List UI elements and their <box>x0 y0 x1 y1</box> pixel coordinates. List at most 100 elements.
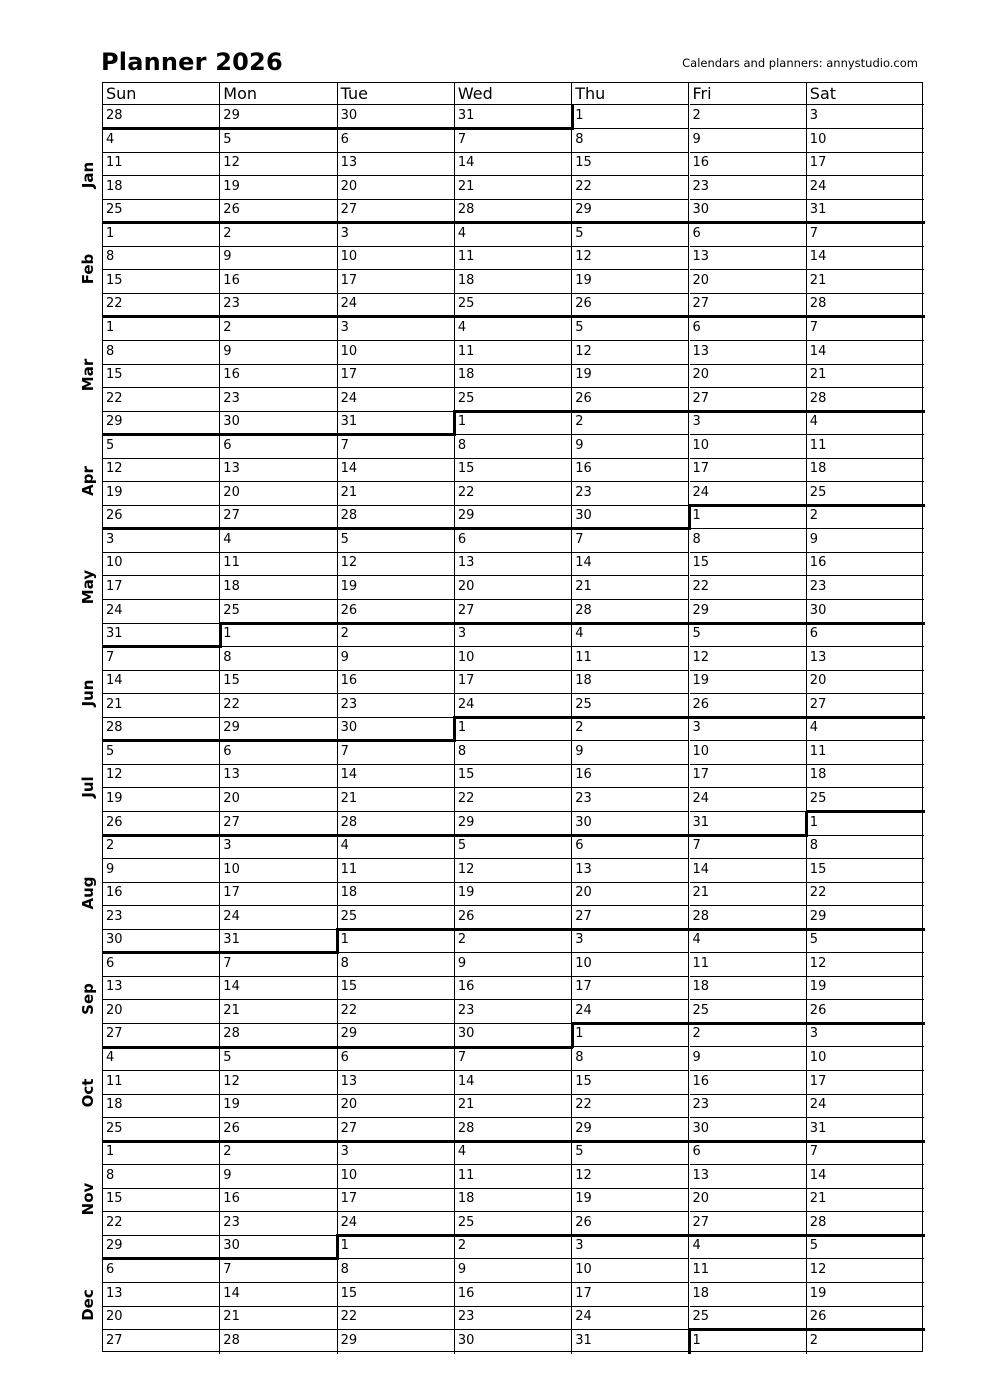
date-cell[interactable]: 26 <box>806 1306 925 1331</box>
date-cell[interactable]: 12 <box>689 646 807 671</box>
date-cell[interactable]: 23 <box>689 175 807 200</box>
date-cell[interactable]: 10 <box>337 1164 455 1189</box>
date-cell[interactable]: 18 <box>220 576 338 601</box>
date-cell[interactable]: 17 <box>103 576 221 601</box>
date-cell[interactable]: 9 <box>337 646 455 671</box>
date-cell[interactable]: 18 <box>806 458 925 483</box>
date-cell[interactable]: 20 <box>220 481 338 506</box>
date-cell[interactable]: 30 <box>337 105 455 130</box>
date-cell[interactable]: 2 <box>337 623 455 648</box>
date-cell[interactable]: 10 <box>572 1258 690 1283</box>
date-cell[interactable]: 29 <box>338 1329 455 1354</box>
date-cell[interactable]: 2 <box>572 411 690 436</box>
date-cell[interactable]: 9 <box>220 246 338 271</box>
date-cell[interactable]: 12 <box>220 152 338 177</box>
date-cell[interactable]: 15 <box>337 1282 455 1307</box>
date-cell[interactable]: 27 <box>220 505 338 530</box>
date-cell[interactable]: 28 <box>103 717 221 742</box>
date-cell[interactable]: 28 <box>454 199 573 224</box>
date-cell[interactable]: 4 <box>454 222 573 247</box>
date-cell[interactable]: 16 <box>454 976 573 1001</box>
date-cell[interactable]: 17 <box>454 670 573 695</box>
date-cell[interactable]: 25 <box>806 482 925 506</box>
date-cell[interactable]: 9 <box>103 858 221 883</box>
date-cell[interactable]: 2 <box>572 717 690 742</box>
date-cell[interactable]: 26 <box>220 199 338 224</box>
date-cell[interactable]: 5 <box>572 316 690 341</box>
date-cell[interactable]: 14 <box>806 341 925 365</box>
date-cell[interactable]: 25 <box>572 693 690 718</box>
date-cell[interactable]: 2 <box>454 929 573 954</box>
date-cell[interactable]: 22 <box>689 576 807 601</box>
date-cell[interactable]: 15 <box>220 670 338 695</box>
date-cell[interactable]: 17 <box>337 364 455 389</box>
date-cell[interactable]: 30 <box>455 1329 573 1354</box>
date-cell[interactable]: 27 <box>689 293 807 318</box>
date-cell[interactable]: 16 <box>689 1070 807 1095</box>
date-cell[interactable]: 18 <box>689 976 807 1001</box>
date-cell[interactable]: 20 <box>220 787 338 812</box>
date-cell[interactable]: 29 <box>454 811 573 836</box>
date-cell[interactable]: 26 <box>689 693 807 718</box>
date-cell[interactable]: 13 <box>220 458 338 483</box>
date-cell[interactable]: 17 <box>806 1071 925 1095</box>
date-cell[interactable]: 30 <box>572 811 690 836</box>
date-cell[interactable]: 18 <box>103 175 221 200</box>
date-cell[interactable]: 9 <box>454 1258 573 1283</box>
date-cell[interactable]: 27 <box>454 599 573 624</box>
date-cell[interactable]: 9 <box>220 1164 338 1189</box>
date-cell[interactable]: 6 <box>337 1047 455 1072</box>
date-cell[interactable]: 28 <box>806 293 925 318</box>
date-cell[interactable]: 18 <box>337 882 455 907</box>
date-cell[interactable]: 3 <box>337 1141 455 1166</box>
date-cell[interactable]: 15 <box>806 859 925 883</box>
date-cell[interactable]: 22 <box>454 481 573 506</box>
date-cell[interactable]: 22 <box>454 787 573 812</box>
date-cell[interactable]: 30 <box>337 717 455 742</box>
date-cell[interactable]: 12 <box>103 764 221 789</box>
date-cell[interactable]: 13 <box>337 152 455 177</box>
date-cell[interactable]: 2 <box>454 1235 573 1260</box>
date-cell[interactable]: 13 <box>337 1070 455 1095</box>
date-cell[interactable]: 25 <box>454 387 573 412</box>
date-cell[interactable]: 26 <box>806 1000 925 1024</box>
date-cell[interactable]: 16 <box>337 670 455 695</box>
date-cell[interactable]: 21 <box>572 576 690 601</box>
date-cell[interactable]: 29 <box>337 1023 455 1048</box>
date-cell[interactable]: 6 <box>454 528 573 553</box>
date-cell[interactable]: 1 <box>454 717 573 742</box>
date-cell[interactable]: 17 <box>572 1282 690 1307</box>
date-cell[interactable]: 7 <box>806 223 925 247</box>
date-cell[interactable]: 29 <box>220 105 338 130</box>
date-cell[interactable]: 8 <box>806 835 925 860</box>
date-cell[interactable]: 21 <box>337 787 455 812</box>
date-cell[interactable]: 17 <box>689 764 807 789</box>
date-cell[interactable]: 11 <box>103 1070 221 1095</box>
date-cell[interactable]: 18 <box>454 1188 573 1213</box>
date-cell[interactable]: 9 <box>806 529 925 553</box>
date-cell[interactable]: 23 <box>572 787 690 812</box>
date-cell[interactable]: 6 <box>689 222 807 247</box>
date-cell[interactable]: 27 <box>689 387 807 412</box>
date-cell[interactable]: 20 <box>337 1094 455 1119</box>
date-cell[interactable]: 5 <box>572 1141 690 1166</box>
date-cell[interactable]: 29 <box>103 411 221 436</box>
date-cell[interactable]: 23 <box>689 1094 807 1119</box>
date-cell[interactable]: 16 <box>806 552 925 577</box>
date-cell[interactable]: 11 <box>689 1258 807 1283</box>
date-cell[interactable]: 19 <box>103 787 221 812</box>
date-cell[interactable]: 23 <box>806 576 925 601</box>
date-cell[interactable]: 3 <box>572 1235 690 1260</box>
date-cell[interactable]: 25 <box>220 599 338 624</box>
date-cell[interactable]: 22 <box>572 175 690 200</box>
date-cell[interactable]: 17 <box>337 269 455 294</box>
date-cell[interactable]: 14 <box>337 764 455 789</box>
date-cell[interactable]: 13 <box>220 764 338 789</box>
date-cell[interactable]: 11 <box>689 952 807 977</box>
date-cell[interactable]: 9 <box>689 1047 807 1072</box>
date-cell[interactable]: 24 <box>454 693 573 718</box>
date-cell[interactable]: 8 <box>103 340 221 365</box>
date-cell[interactable]: 10 <box>337 340 455 365</box>
date-cell[interactable]: 22 <box>103 387 221 412</box>
date-cell[interactable]: 23 <box>220 387 338 412</box>
